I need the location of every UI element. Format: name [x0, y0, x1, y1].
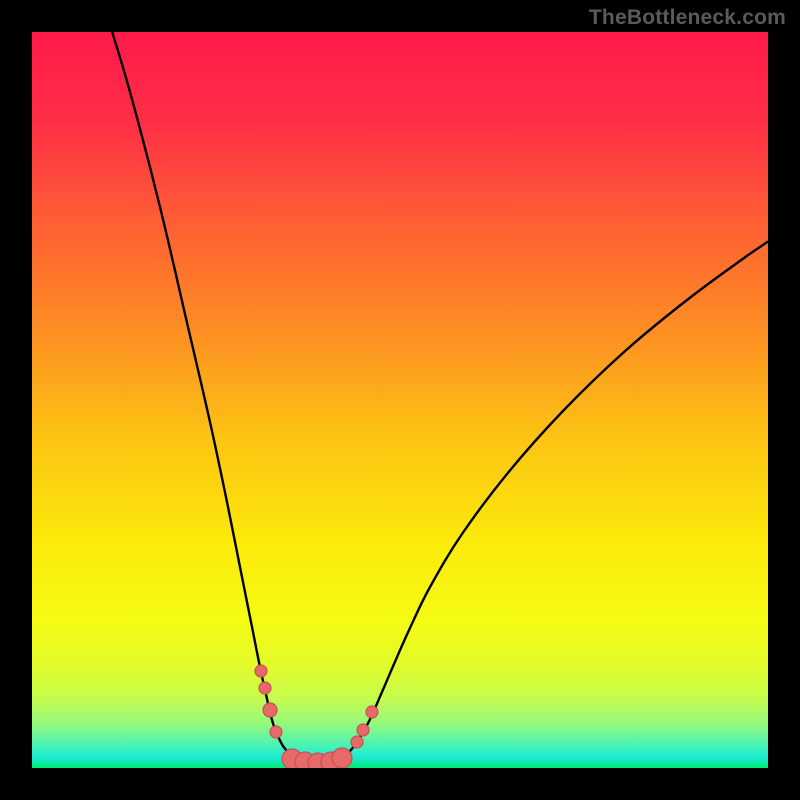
marker-dot — [357, 724, 369, 736]
plot-svg — [32, 32, 768, 768]
marker-dot — [351, 736, 363, 748]
marker-dot — [270, 726, 282, 738]
marker-dot — [255, 665, 267, 677]
marker-dot — [263, 703, 277, 717]
chart-frame: TheBottleneck.com — [0, 0, 800, 800]
marker-dot — [332, 748, 352, 768]
marker-dot — [366, 706, 378, 718]
watermark-text: TheBottleneck.com — [589, 6, 786, 30]
plot-area — [32, 32, 768, 768]
marker-dot — [259, 682, 271, 694]
